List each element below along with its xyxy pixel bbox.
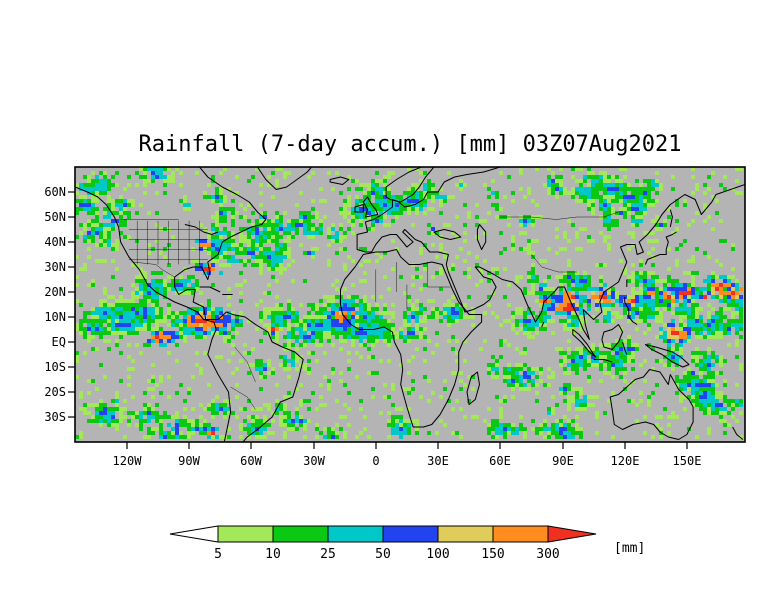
lat-label: 60N bbox=[44, 185, 66, 199]
lat-label: 30S bbox=[44, 410, 66, 424]
lat-label: 40N bbox=[44, 235, 66, 249]
lat-label: 20N bbox=[44, 285, 66, 299]
lat-axis: 60N 50N 40N 30N 20N 10N EQ 10S 20S 30S bbox=[44, 185, 75, 424]
colorbar-segment bbox=[382, 525, 439, 543]
lon-label: 150E bbox=[673, 454, 702, 468]
lat-label: 10S bbox=[44, 360, 66, 374]
lat-label: 50N bbox=[44, 210, 66, 224]
colorbar-under-arrow bbox=[169, 525, 219, 543]
lon-label: 60E bbox=[489, 454, 511, 468]
colorbar-unit-label: [mm] bbox=[614, 541, 645, 556]
colorbar-tick-label: 25 bbox=[320, 547, 336, 562]
colorbar-tick-label: 300 bbox=[536, 547, 559, 562]
colorbar-segment bbox=[437, 525, 494, 543]
lat-label: 30N bbox=[44, 260, 66, 274]
lon-axis: 120W 90W 60W 30W 0 30E 60E 90E 120E 150E bbox=[113, 442, 702, 468]
lat-label: 10N bbox=[44, 310, 66, 324]
lon-label: 90E bbox=[552, 454, 574, 468]
lon-label: 0 bbox=[372, 454, 379, 468]
colorbar: 5 10 25 50 100 150 300 [mm] bbox=[169, 525, 645, 562]
lon-label: 30E bbox=[427, 454, 449, 468]
lon-label: 120E bbox=[611, 454, 640, 468]
lon-label: 120W bbox=[113, 454, 143, 468]
colorbar-tick-label: 150 bbox=[481, 547, 504, 562]
lon-label: 30W bbox=[303, 454, 325, 468]
colorbar-tick-label: 10 bbox=[265, 547, 281, 562]
colorbar-segment bbox=[272, 525, 329, 543]
colorbar-segment bbox=[327, 525, 384, 543]
coastlines-layer bbox=[75, 167, 745, 442]
map-title: Rainfall (7-day accum.) [mm] 03Z07Aug202… bbox=[138, 132, 682, 157]
lon-label: 60W bbox=[240, 454, 262, 468]
rainfall-layer bbox=[75, 167, 743, 439]
lat-label: 20S bbox=[44, 385, 66, 399]
lon-label: 90W bbox=[178, 454, 200, 468]
lat-label: EQ bbox=[52, 335, 66, 349]
map-border bbox=[74, 166, 746, 443]
colorbar-tick-label: 5 bbox=[214, 547, 222, 562]
colorbar-segment bbox=[492, 525, 549, 543]
colorbar-tick-label: 100 bbox=[426, 547, 449, 562]
colorbar-tick-label: 50 bbox=[375, 547, 391, 562]
rainfall-map: 60N 50N 40N 30N 20N 10N EQ 10S 20S 30S 1… bbox=[44, 166, 746, 468]
colorbar-over-arrow bbox=[547, 525, 597, 543]
colorbar-segment bbox=[217, 525, 274, 543]
